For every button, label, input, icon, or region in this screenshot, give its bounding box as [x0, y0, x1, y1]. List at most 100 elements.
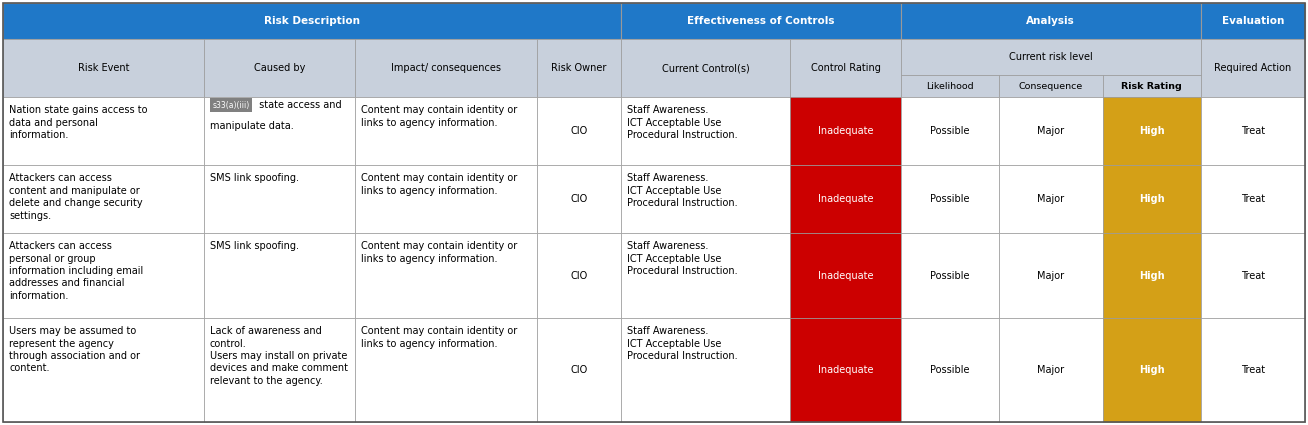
- Bar: [998, 97, 1103, 165]
- Bar: [790, 318, 901, 422]
- Bar: [621, 233, 790, 318]
- Bar: [1103, 233, 1201, 318]
- Bar: [901, 233, 998, 318]
- Text: Content may contain identity or
links to agency information.: Content may contain identity or links to…: [361, 173, 517, 196]
- Text: SMS link spoofing.: SMS link spoofing.: [209, 241, 300, 251]
- Text: Major: Major: [1037, 365, 1065, 375]
- Bar: [354, 97, 536, 165]
- Bar: [1201, 3, 1305, 39]
- Bar: [536, 318, 621, 422]
- Bar: [204, 39, 354, 97]
- Bar: [3, 97, 204, 165]
- Text: Possible: Possible: [930, 271, 969, 281]
- Bar: [1201, 97, 1305, 165]
- Text: Content may contain identity or
links to agency information.: Content may contain identity or links to…: [361, 105, 517, 128]
- Text: Inadequate: Inadequate: [818, 271, 874, 281]
- Bar: [621, 97, 790, 165]
- Text: Inadequate: Inadequate: [818, 365, 874, 375]
- Bar: [209, 98, 252, 112]
- Bar: [1201, 39, 1305, 97]
- Text: s33(a)(iii): s33(a)(iii): [212, 101, 250, 110]
- Bar: [1103, 165, 1201, 233]
- Text: Consequence: Consequence: [1019, 82, 1083, 91]
- Bar: [3, 165, 204, 233]
- Text: Current risk level: Current risk level: [1008, 52, 1092, 62]
- Bar: [998, 75, 1103, 97]
- Text: Possible: Possible: [930, 365, 969, 375]
- Text: Possible: Possible: [930, 194, 969, 204]
- Bar: [790, 233, 901, 318]
- Text: Inadequate: Inadequate: [818, 194, 874, 204]
- Bar: [354, 318, 536, 422]
- Text: Major: Major: [1037, 194, 1065, 204]
- Bar: [3, 39, 204, 97]
- Bar: [3, 318, 204, 422]
- Text: manipulate data.: manipulate data.: [209, 121, 293, 131]
- Bar: [998, 165, 1103, 233]
- Bar: [998, 318, 1103, 422]
- Text: Content may contain identity or
links to agency information.: Content may contain identity or links to…: [361, 241, 517, 264]
- Bar: [901, 165, 998, 233]
- Text: Evaluation: Evaluation: [1222, 16, 1284, 26]
- Bar: [621, 3, 901, 39]
- Text: Impact/ consequences: Impact/ consequences: [391, 63, 501, 73]
- Bar: [790, 39, 901, 97]
- Text: state access and: state access and: [256, 100, 341, 110]
- Text: Staff Awareness.
ICT Acceptable Use
Procedural Instruction.: Staff Awareness. ICT Acceptable Use Proc…: [627, 241, 738, 276]
- Text: Control Rating: Control Rating: [811, 63, 880, 73]
- Bar: [901, 39, 1201, 75]
- Text: CIO: CIO: [570, 126, 587, 136]
- Text: Risk Rating: Risk Rating: [1121, 82, 1182, 91]
- Text: Analysis: Analysis: [1027, 16, 1075, 26]
- Bar: [204, 97, 354, 165]
- Text: Users may be assumed to
represent the agency
through association and or
content.: Users may be assumed to represent the ag…: [9, 326, 140, 374]
- Bar: [1103, 318, 1201, 422]
- Text: High: High: [1139, 126, 1164, 136]
- Bar: [1103, 75, 1201, 97]
- Bar: [1201, 233, 1305, 318]
- Text: Treat: Treat: [1241, 194, 1265, 204]
- Bar: [901, 97, 998, 165]
- Text: CIO: CIO: [570, 365, 587, 375]
- Text: Risk Event: Risk Event: [77, 63, 129, 73]
- Text: Inadequate: Inadequate: [818, 126, 874, 136]
- Text: Treat: Treat: [1241, 126, 1265, 136]
- Bar: [621, 165, 790, 233]
- Text: CIO: CIO: [570, 194, 587, 204]
- Text: Caused by: Caused by: [254, 63, 305, 73]
- Bar: [1201, 165, 1305, 233]
- Text: CIO: CIO: [570, 271, 587, 281]
- Bar: [621, 39, 790, 97]
- Bar: [204, 318, 354, 422]
- Bar: [1103, 97, 1201, 165]
- Text: Staff Awareness.
ICT Acceptable Use
Procedural Instruction.: Staff Awareness. ICT Acceptable Use Proc…: [627, 105, 738, 140]
- Text: Major: Major: [1037, 126, 1065, 136]
- Bar: [998, 233, 1103, 318]
- Bar: [536, 165, 621, 233]
- Bar: [901, 75, 998, 97]
- Bar: [536, 233, 621, 318]
- Bar: [536, 97, 621, 165]
- Bar: [354, 165, 536, 233]
- Bar: [354, 39, 536, 97]
- Text: High: High: [1139, 365, 1164, 375]
- Text: SMS link spoofing.: SMS link spoofing.: [209, 173, 300, 183]
- Text: Attackers can access
personal or group
information including email
addresses and: Attackers can access personal or group i…: [9, 241, 144, 301]
- Bar: [354, 233, 536, 318]
- Bar: [621, 318, 790, 422]
- Text: Required Action: Required Action: [1214, 63, 1291, 73]
- Bar: [790, 97, 901, 165]
- Bar: [790, 165, 901, 233]
- Text: Likelihood: Likelihood: [926, 82, 973, 91]
- Text: Effectiveness of Controls: Effectiveness of Controls: [687, 16, 835, 26]
- Text: Treat: Treat: [1241, 365, 1265, 375]
- Text: Content may contain identity or
links to agency information.: Content may contain identity or links to…: [361, 326, 517, 348]
- Text: Current Control(s): Current Control(s): [662, 63, 749, 73]
- Bar: [901, 3, 1201, 39]
- Text: Possible: Possible: [930, 126, 969, 136]
- Text: High: High: [1139, 271, 1164, 281]
- Bar: [901, 318, 998, 422]
- Bar: [3, 233, 204, 318]
- Bar: [204, 233, 354, 318]
- Text: Staff Awareness.
ICT Acceptable Use
Procedural Instruction.: Staff Awareness. ICT Acceptable Use Proc…: [627, 326, 738, 361]
